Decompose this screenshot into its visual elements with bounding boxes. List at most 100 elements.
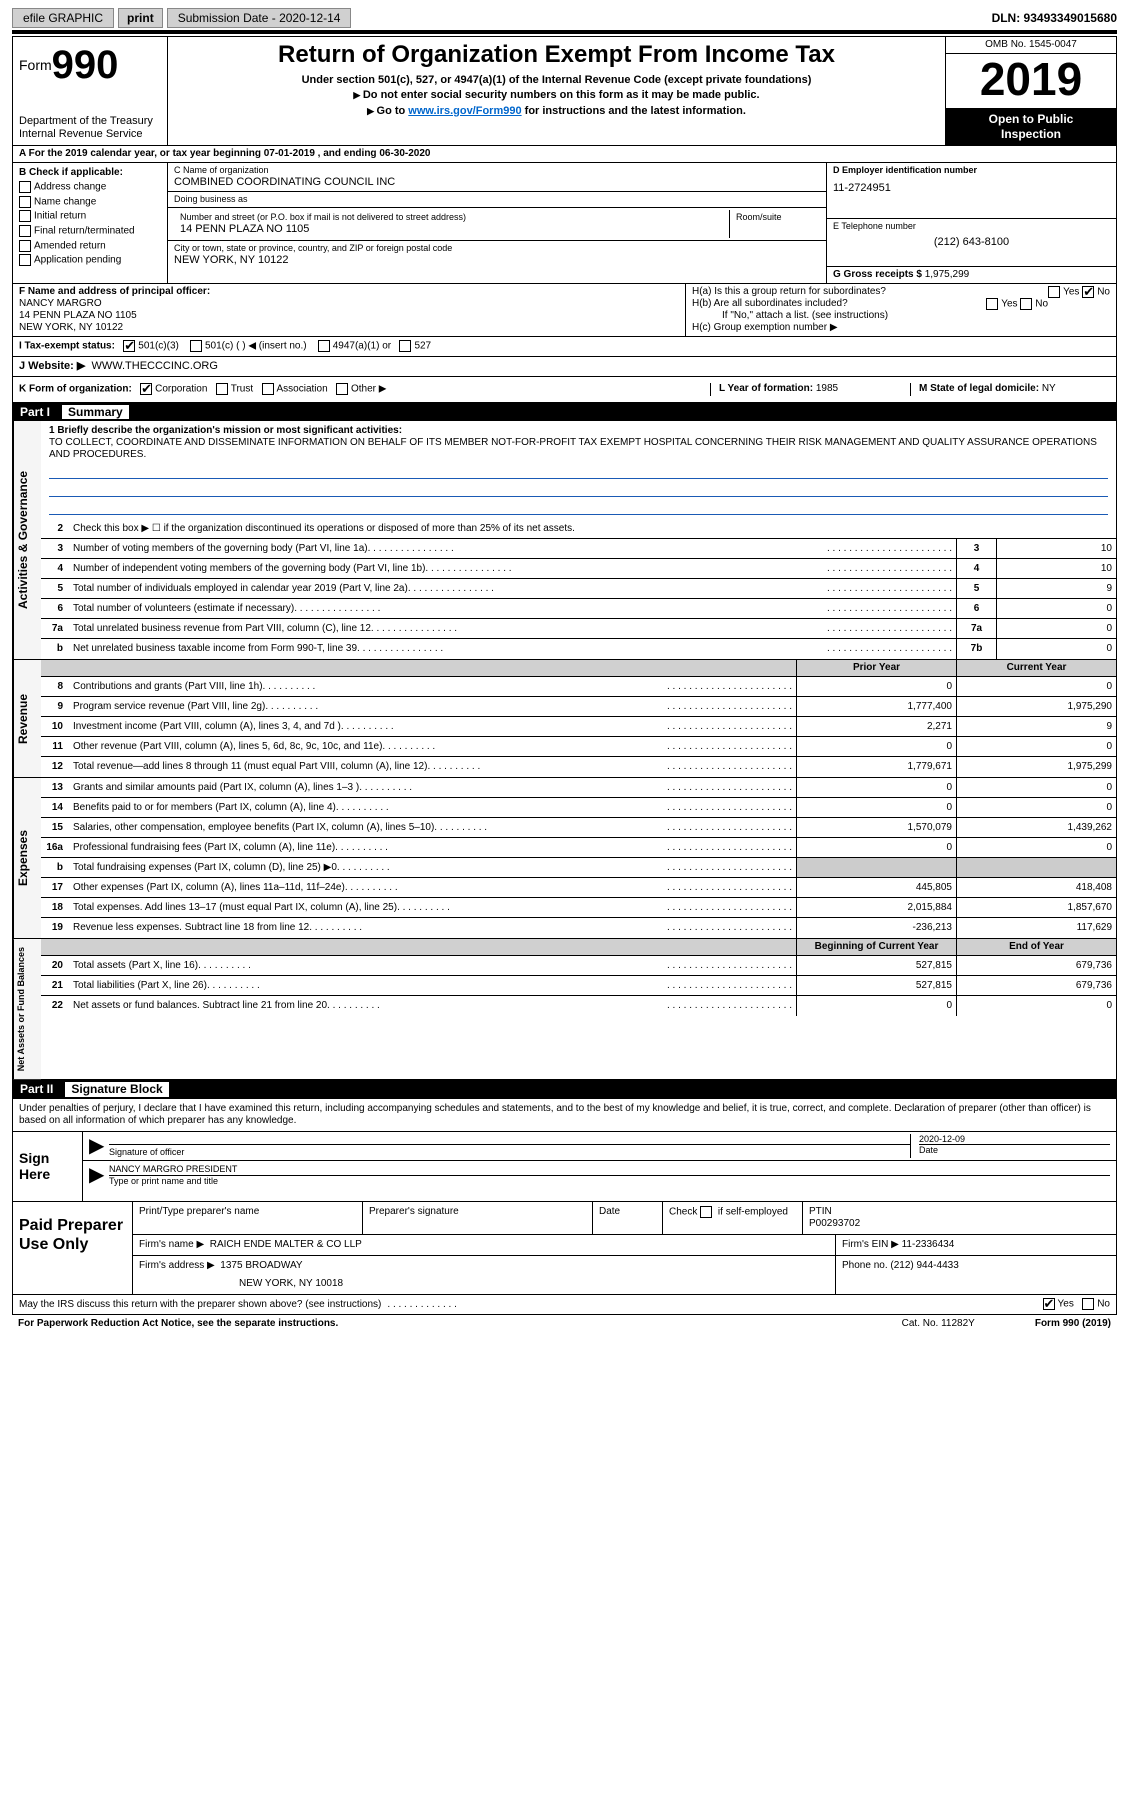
perjury-statement: Under penalties of perjury, I declare th… [12,1099,1117,1131]
sig-date: 2020-12-09 [919,1134,1110,1145]
table-row: 7a Total unrelated business revenue from… [41,619,1116,639]
revenue-header: Prior Year Current Year [41,660,1116,677]
chk-initial-return[interactable] [19,210,31,222]
tax-exempt-status: I Tax-exempt status: 501(c)(3) 501(c) ( … [12,337,1117,357]
print-button[interactable]: print [118,8,163,28]
firm-ein: 11-2336434 [902,1239,955,1250]
table-row: 8 Contributions and grants (Part VIII, l… [41,677,1116,697]
table-row: 14 Benefits paid to or for members (Part… [41,798,1116,818]
preparer-name-field[interactable]: Print/Type preparer's name [133,1202,363,1234]
table-row: 18 Total expenses. Add lines 13–17 (must… [41,898,1116,918]
mission-statement: 1 Briefly describe the organization's mi… [41,421,1116,519]
chk-501c3[interactable] [123,340,135,352]
chk-app-pending[interactable] [19,254,31,266]
table-row: 12 Total revenue—add lines 8 through 11 … [41,757,1116,777]
section-h: H(a) Is this a group return for subordin… [686,284,1116,336]
table-row: b Net unrelated business taxable income … [41,639,1116,659]
table-row: b Total fundraising expenses (Part IX, c… [41,858,1116,878]
chk-amended[interactable] [19,240,31,252]
chk-other[interactable] [336,383,348,395]
table-row: 17 Other expenses (Part IX, column (A), … [41,878,1116,898]
row-a-tax-year: A For the 2019 calendar year, or tax yea… [12,146,1117,163]
website-row: J Website: ▶ WWW.THECCCINC.ORG [12,357,1117,377]
chk-527[interactable] [399,340,411,352]
vtab-governance: Activities & Governance [13,421,41,659]
table-row: 13 Grants and similar amounts paid (Part… [41,778,1116,798]
chk-ha-yes[interactable] [1048,286,1060,298]
table-row: 10 Investment income (Part VIII, column … [41,717,1116,737]
top-toolbar: efile GRAPHIC print Submission Date - 20… [12,8,1117,28]
sign-here-block: Sign Here ▶ Signature of officer 2020-12… [12,1131,1117,1203]
dept-treasury: Department of the Treasury Internal Reve… [19,115,161,141]
table-row: 11 Other revenue (Part VIII, column (A),… [41,737,1116,757]
table-row: 22 Net assets or fund balances. Subtract… [41,996,1116,1016]
dln: DLN: 93493349015680 [992,11,1117,25]
table-row: 9 Program service revenue (Part VIII, li… [41,697,1116,717]
table-row: 3 Number of voting members of the govern… [41,539,1116,559]
org-form-row: K Form of organization: Corporation Trus… [12,377,1117,403]
netassets-header: Beginning of Current Year End of Year [41,939,1116,956]
table-row: 5 Total number of individuals employed i… [41,579,1116,599]
irs-link[interactable]: www.irs.gov/Form990 [408,105,521,117]
firm-name: RAICH ENDE MALTER & CO LLP [210,1239,362,1250]
subtitle-1: Under section 501(c), 527, or 4947(a)(1)… [176,74,937,87]
open-to-public: Open to PublicInspection [946,108,1116,145]
subtitle-3: Go to www.irs.gov/Form990 for instructio… [176,105,937,118]
ein-cell: D Employer identification number 11-2724… [827,163,1116,219]
tax-year: 2019 [946,54,1116,108]
chk-hb-no[interactable] [1020,298,1032,310]
sig-arrow-icon: ▶ [89,1134,109,1158]
chk-assoc[interactable] [262,383,274,395]
part1-header: Part I Summary [12,403,1117,421]
address-cell: Number and street (or P.O. box if mail i… [168,208,826,241]
chk-discuss-no[interactable] [1082,1298,1094,1310]
dba-cell: Doing business as [168,192,826,208]
org-name-cell: C Name of organization COMBINED COORDINA… [168,163,826,192]
sig-arrow-icon-2: ▶ [89,1163,109,1187]
ptin: P00293702 [809,1218,1110,1230]
chk-name-change[interactable] [19,196,31,208]
form-header: Form990 Department of the Treasury Inter… [12,36,1117,146]
signature-field[interactable]: Signature of officer [109,1144,910,1158]
chk-discuss-yes[interactable] [1043,1298,1055,1310]
vtab-expenses: Expenses [13,778,41,938]
submission-date: Submission Date - 2020-12-14 [167,8,352,28]
chk-ha-no[interactable] [1082,286,1094,298]
table-row: 19 Revenue less expenses. Subtract line … [41,918,1116,938]
vtab-netassets: Net Assets or Fund Balances [13,939,41,1079]
table-row: 4 Number of independent voting members o… [41,559,1116,579]
phone-cell: E Telephone number (212) 643-8100 [827,219,1116,267]
section-b-checkboxes: B Check if applicable: Address change Na… [13,163,168,283]
efile-label: efile GRAPHIC [12,8,114,28]
firm-phone: (212) 944-4433 [890,1260,958,1271]
table-row: 16a Professional fundraising fees (Part … [41,838,1116,858]
table-row: 20 Total assets (Part X, line 16) . . . … [41,956,1116,976]
firm-address: 1375 BROADWAY [220,1260,302,1271]
paid-preparer-block: Paid Preparer Use Only Print/Type prepar… [12,1202,1117,1295]
chk-self-employed[interactable] [700,1206,712,1218]
chk-final-return[interactable] [19,225,31,237]
chk-corp[interactable] [140,383,152,395]
table-row: 6 Total number of volunteers (estimate i… [41,599,1116,619]
officer-name: NANCY MARGRO PRESIDENT [109,1164,1110,1175]
vtab-revenue: Revenue [13,660,41,777]
principal-officer: F Name and address of principal officer:… [13,284,686,336]
chk-501c[interactable] [190,340,202,352]
form-title: Return of Organization Exempt From Incom… [176,41,937,70]
gross-receipts-cell: G Gross receipts $ 1,975,299 [827,267,1116,283]
line-2: 2 Check this box ▶ ☐ if the organization… [41,519,1116,539]
table-row: 15 Salaries, other compensation, employe… [41,818,1116,838]
chk-hb-yes[interactable] [986,298,998,310]
part2-header: Part II Signature Block [12,1080,1117,1098]
subtitle-2: Do not enter social security numbers on … [176,89,937,102]
preparer-sig-field[interactable]: Preparer's signature [363,1202,593,1234]
chk-4947[interactable] [318,340,330,352]
table-row: 21 Total liabilities (Part X, line 26) .… [41,976,1116,996]
city-cell: City or town, state or province, country… [168,241,826,269]
page-footer: For Paperwork Reduction Act Notice, see … [12,1315,1117,1333]
form-number: Form990 [19,41,161,89]
chk-trust[interactable] [216,383,228,395]
discuss-row: May the IRS discuss this return with the… [12,1295,1117,1315]
omb-number: OMB No. 1545-0047 [946,37,1116,54]
chk-address-change[interactable] [19,181,31,193]
